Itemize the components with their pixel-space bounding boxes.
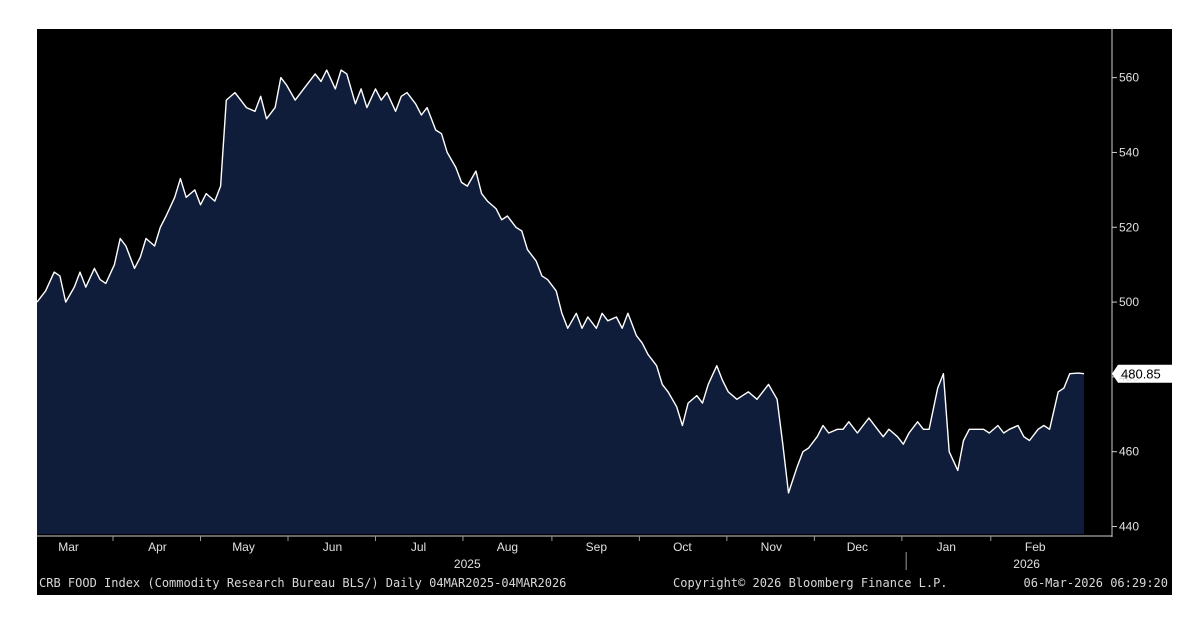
copyright-text: Copyright© 2026 Bloomberg Finance L.P. (673, 576, 948, 590)
x-tick-label: Apr (148, 540, 167, 554)
series-line (37, 69, 1085, 494)
last-value-tag (1112, 364, 1172, 383)
area-fill (37, 70, 1084, 534)
y-tick-label: 520 (1119, 220, 1139, 234)
x-tick-label: Jun (323, 540, 342, 554)
timestamp: 06-Mar-2026 06:29:20 (1023, 576, 1169, 590)
y-tick-label: 440 (1119, 520, 1139, 534)
series-description: CRB FOOD Index (Commodity Research Burea… (39, 576, 567, 590)
x-year-label: 2026 (1013, 557, 1040, 571)
chart-canvas: 440 460 480 500 520 540 560 480.85 Mar Apr May Jun J… (37, 29, 1172, 571)
x-tick-label: Nov (761, 540, 782, 554)
x-tick-label: Dec (847, 540, 868, 554)
x-tick-label: Jul (411, 540, 426, 554)
y-tick-label: 560 (1119, 71, 1139, 85)
x-tick-label: Sep (586, 540, 608, 554)
x-tick-label: Oct (673, 540, 692, 554)
y-tick-label: 460 (1119, 445, 1139, 459)
axes (37, 29, 1172, 570)
x-year-label: 2025 (454, 557, 481, 571)
axis-labels: 440 460 480 500 520 540 560 480.85 Mar Apr May Jun J… (58, 71, 1161, 571)
y-tick-label: 480 (1119, 370, 1139, 384)
y-tick-label: 540 (1119, 145, 1139, 159)
x-tick-label: Aug (497, 540, 518, 554)
x-tick-label: Jan (937, 540, 956, 554)
y-tick-label: 500 (1119, 295, 1139, 309)
last-value-label: 480.85 (1121, 367, 1161, 382)
x-tick-label: May (232, 540, 255, 554)
x-tick-label: Mar (58, 540, 79, 554)
x-tick-label: Feb (1025, 540, 1046, 554)
area-series (37, 69, 1085, 534)
chart-panel: 440 460 480 500 520 540 560 480.85 Mar Apr May Jun J… (37, 29, 1172, 595)
